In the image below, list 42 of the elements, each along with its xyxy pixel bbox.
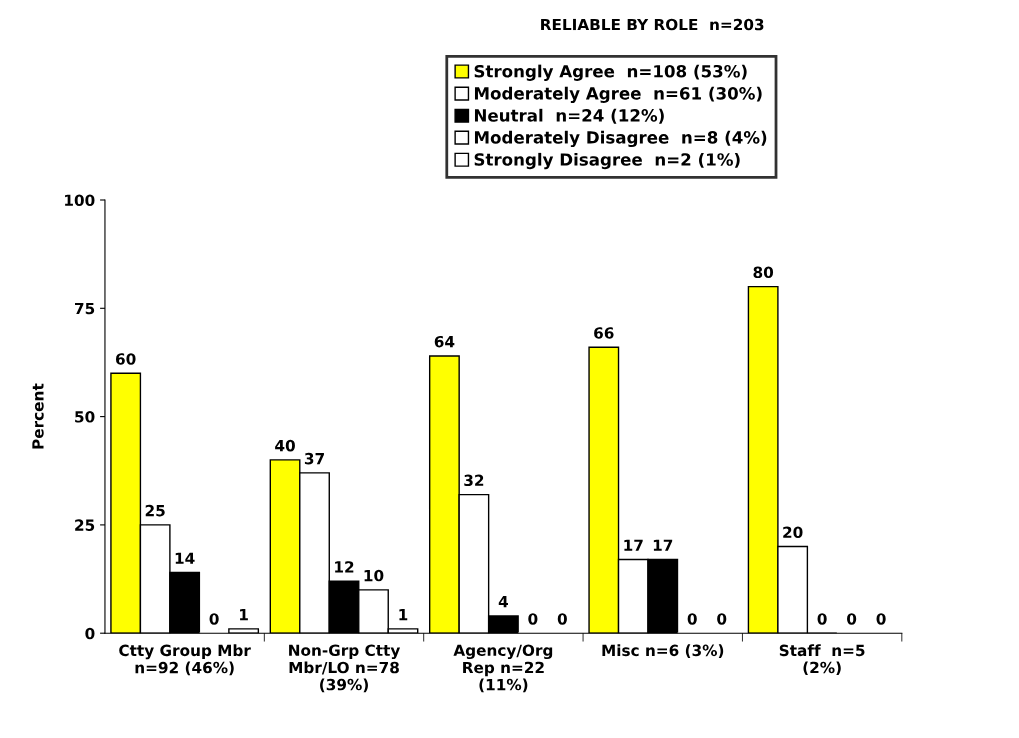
data-label: 10 — [364, 569, 384, 582]
chart-title: RELIABLE BY ROLE n=203 — [541, 18, 764, 31]
data-label: 14 — [175, 552, 195, 564]
data-label: 0 — [209, 613, 219, 625]
data-label: 4 — [498, 596, 508, 608]
data-label: 0 — [717, 613, 727, 625]
data-label: 0 — [876, 613, 886, 625]
data-label: 17 — [653, 539, 673, 551]
x-tick-label: Agency/Org Rep n=22 (11%) — [453, 644, 553, 693]
data-label: 37 — [304, 452, 324, 465]
data-label: 40 — [275, 439, 295, 452]
data-label: 0 — [687, 613, 697, 625]
data-label: 0 — [557, 613, 567, 625]
legend-label: Strongly Disagree n=2 (1%) — [474, 152, 740, 170]
data-label: 1 — [399, 609, 408, 621]
legend-label: Neutral n=24 (12%) — [474, 108, 664, 124]
y-tick-label: 100 — [65, 194, 95, 207]
y-tick-label: 75 — [75, 302, 95, 315]
legend-label: Moderately Disagree n=8 (4%) — [474, 130, 767, 148]
legend-label: Moderately Agree n=61 (30%) — [474, 86, 762, 103]
data-label: 17 — [624, 539, 643, 551]
x-tick-label: Non-Grp Ctty Mbr/LO n=78 (39%) — [289, 644, 401, 693]
data-label: 80 — [753, 266, 774, 279]
x-tick-label: Ctty Group Mbr n=92 (46%) — [119, 644, 251, 676]
data-label: 0 — [528, 613, 538, 625]
data-label: 25 — [145, 504, 165, 517]
data-label: 60 — [115, 353, 136, 365]
y-tick-label: 25 — [75, 519, 95, 531]
data-label: 64 — [434, 335, 455, 348]
y-tick-label: 0 — [85, 627, 95, 640]
x-tick-label: Staff n=5 (2%) — [779, 644, 865, 676]
y-tick-label: 50 — [75, 411, 95, 423]
data-label: 1 — [240, 609, 248, 621]
data-label: 12 — [335, 561, 354, 573]
data-label: 0 — [847, 613, 857, 625]
legend-label: Strongly Agree n=108 (53%) — [474, 64, 747, 81]
data-label: 20 — [783, 526, 803, 539]
data-label: 66 — [594, 327, 614, 339]
data-label: 32 — [464, 474, 484, 487]
x-tick-label: Misc n=6 (3%) — [602, 644, 724, 658]
y-axis-title: Percent — [32, 383, 44, 449]
data-label: 0 — [817, 613, 827, 625]
